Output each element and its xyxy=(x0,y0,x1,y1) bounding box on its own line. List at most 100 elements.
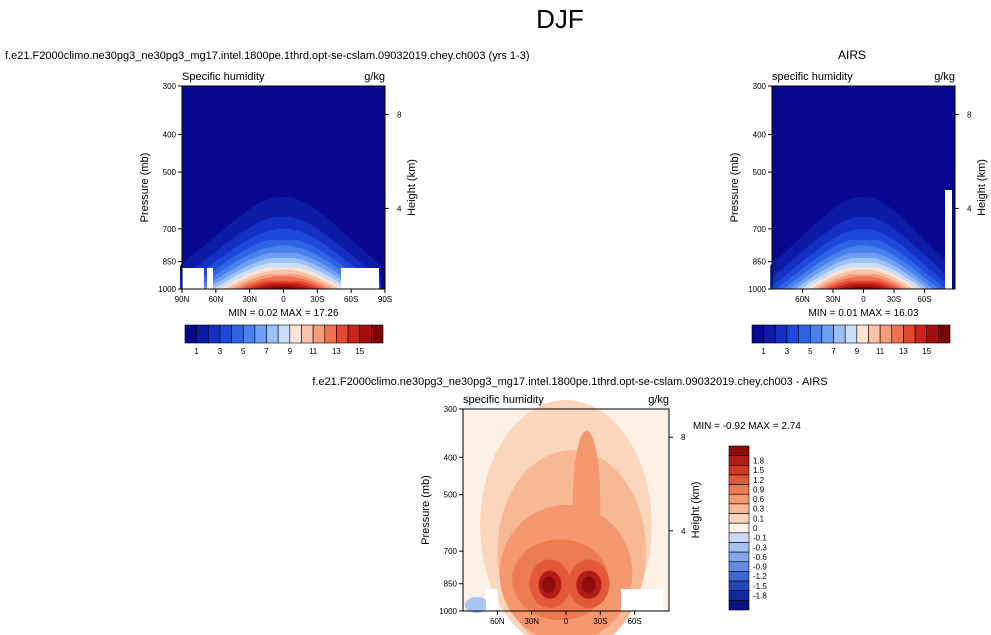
y-tick-label: 700 xyxy=(163,225,177,234)
stats-label: MIN = -0.92 MAX = 2.74 xyxy=(693,421,801,432)
colorbar-swatch xyxy=(336,324,349,344)
colorbar-label: -0.1 xyxy=(753,534,767,543)
missing-data xyxy=(207,268,213,289)
colorbar-swatch xyxy=(728,445,750,456)
variable-label: specific humidity xyxy=(772,71,853,83)
colorbar-swatch xyxy=(938,324,951,344)
panel-model-header: f.e21.F2000climo.ne30pg3_ne30pg3_mg17.in… xyxy=(5,50,529,62)
y-tick-label: 400 xyxy=(163,131,177,140)
colorbar-swatch xyxy=(196,324,209,344)
contour-band xyxy=(837,284,888,289)
colorbar-label: 0.3 xyxy=(753,505,765,514)
y-tick-label: 300 xyxy=(753,82,767,91)
x-tick-label: 30S xyxy=(593,617,607,626)
colorbar-swatch xyxy=(371,324,384,344)
contour-band xyxy=(582,576,596,593)
right-tick-label: 8 xyxy=(397,110,402,119)
colorbar-label: 1 xyxy=(194,347,199,356)
units-label: g/kg xyxy=(934,71,955,83)
colorbar-swatch xyxy=(728,513,750,524)
colorbar-label: 3 xyxy=(218,347,223,356)
x-tick-label: 30S xyxy=(310,295,324,304)
colorbar-label: -0.3 xyxy=(753,543,767,552)
right-tick-label: 4 xyxy=(397,204,402,213)
stats-label: MIN = 0.01 MAX = 16.03 xyxy=(808,308,918,319)
colorbar-swatch xyxy=(728,484,750,495)
colorbar-swatch xyxy=(312,324,326,344)
y-tick-label: 400 xyxy=(753,131,767,140)
x-tick-label: 90N xyxy=(175,295,190,304)
panel-model: Specific humidity g/kg 300 400 500 700 850 1000… xyxy=(139,71,418,319)
colorbar-swatch xyxy=(728,493,750,505)
colorbars: 1 3 5 7 9 11 13 15 1 3 5 7 9 11 13 151.81.51.20.90.60.3… xyxy=(184,324,951,611)
x-tick-label: 30N xyxy=(826,295,841,304)
colorbar-swatch xyxy=(914,324,928,344)
colorbar-label: 13 xyxy=(899,347,908,356)
colorbar-label: 7 xyxy=(831,347,836,356)
colorbar-label: 7 xyxy=(264,347,269,356)
panel-obs-header: AIRS xyxy=(838,48,866,62)
right-axis-label: Height (km) xyxy=(976,159,988,216)
x-tick-label: 30S xyxy=(887,295,901,304)
panel-diff: specific humidity g/kg3004005007008501000… xyxy=(420,394,801,635)
missing-data xyxy=(945,190,952,289)
colorbar-label: 0.9 xyxy=(753,485,765,494)
colorbar-label: 13 xyxy=(332,347,341,356)
colorbar-label: 15 xyxy=(355,347,364,356)
colorbar-label: 0.6 xyxy=(753,495,765,504)
y-tick-label: 500 xyxy=(163,168,177,177)
y-tick-label: 400 xyxy=(444,453,458,462)
y-tick-label: 500 xyxy=(444,491,458,500)
variable-label: Specific humidity xyxy=(182,71,265,83)
colorbar-swatch xyxy=(774,324,788,344)
x-tick-label: 60S xyxy=(917,295,931,304)
missing-data xyxy=(341,268,379,289)
colorbar-swatch xyxy=(219,324,232,344)
contour-band xyxy=(541,576,556,593)
y-axis-label: Pressure (mb) xyxy=(729,153,741,223)
colorbar-swatch xyxy=(728,542,750,553)
colorbar-swatch xyxy=(728,580,750,592)
colorbar-swatch xyxy=(728,600,750,611)
colorbar-swatch xyxy=(809,324,823,344)
colorbar-label: 1.8 xyxy=(753,456,765,465)
colorbar-swatch xyxy=(728,561,750,572)
colorbar-label: 15 xyxy=(922,347,931,356)
x-tick-label: 60N xyxy=(208,295,223,304)
colorbar-label: -1.8 xyxy=(753,592,767,601)
x-tick-label: 60S xyxy=(344,295,358,304)
y-tick-label: 700 xyxy=(753,225,767,234)
right-axis-label: Height (km) xyxy=(406,159,418,216)
y-tick-label: 300 xyxy=(163,82,177,91)
colorbar-swatch xyxy=(728,522,750,534)
colorbar-swatch xyxy=(242,324,256,344)
colorbar-swatch xyxy=(728,464,750,476)
x-tick-label: 60N xyxy=(795,295,810,304)
x-tick-label: 60S xyxy=(628,617,642,626)
colorbar-swatch xyxy=(903,324,916,344)
colorbar-label: 1.5 xyxy=(753,466,765,475)
x-tick-label: 30N xyxy=(524,617,539,626)
panel-obs: specific humidity g/kg 300 400 500 700 850 1000… xyxy=(729,71,988,319)
colorbar-label: 5 xyxy=(808,347,813,356)
right-tick-label: 8 xyxy=(681,433,686,442)
colorbar-label: 0 xyxy=(753,524,758,533)
units-label: g/kg xyxy=(648,394,669,406)
y-axis-label: Pressure (mb) xyxy=(420,475,432,545)
x-tick-label: 0 xyxy=(861,295,866,304)
colorbar-swatch xyxy=(751,324,764,344)
colorbar-label: 0.1 xyxy=(753,514,765,523)
colorbar-label: 1.2 xyxy=(753,476,765,485)
right-tick-label: 8 xyxy=(967,110,972,119)
colorbar-swatch xyxy=(277,324,291,344)
y-tick-label: 1000 xyxy=(158,285,176,294)
y-tick-label: 850 xyxy=(753,258,767,267)
colorbar-swatch xyxy=(301,324,314,344)
colorbar-swatch xyxy=(833,324,846,344)
colorbar-label: 11 xyxy=(876,347,885,356)
y-axis-label: Pressure (mb) xyxy=(139,153,151,223)
colorbar-swatch xyxy=(821,324,834,344)
colorbar-swatch xyxy=(891,324,904,344)
colorbar-swatch xyxy=(728,551,750,563)
